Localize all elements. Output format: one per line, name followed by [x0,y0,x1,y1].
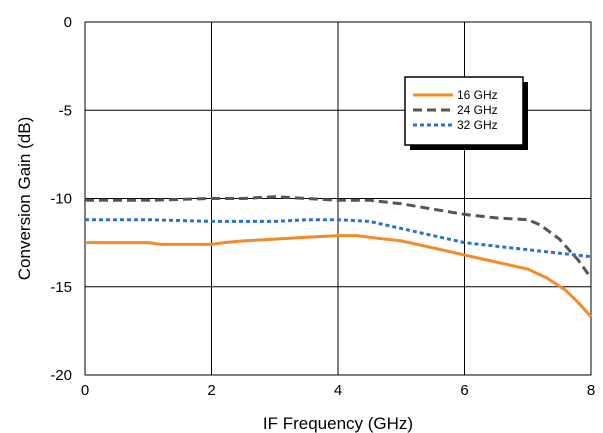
y-tick-label: -5 [59,102,72,119]
y-axis-title: Conversion Gain (dB) [15,117,34,280]
legend-box [404,76,524,146]
y-tick-label: -10 [50,191,72,208]
x-tick-label: 4 [334,382,342,399]
legend-label: 24 GHz [457,103,498,117]
tick-labels: 0 2 4 6 8 0 -5 -10 -15 -20 [50,14,595,399]
series-line-16-ghz [85,234,593,318]
y-tick-label: -20 [50,367,72,384]
x-tick-label: 2 [207,382,215,399]
plot-area-frame [84,21,592,376]
series-lines [85,195,593,318]
legend-label: 16 GHz [457,88,498,102]
y-tick-label: 0 [64,14,72,31]
y-tick-label: -15 [50,279,72,296]
x-tick-label: 8 [587,382,595,399]
x-tick-label: 0 [81,382,89,399]
series-line-24-ghz [85,195,593,279]
x-tick-label: 6 [460,382,468,399]
x-axis-title: IF Frequency (GHz) [263,414,413,433]
legend-label: 32 GHz [457,118,498,132]
